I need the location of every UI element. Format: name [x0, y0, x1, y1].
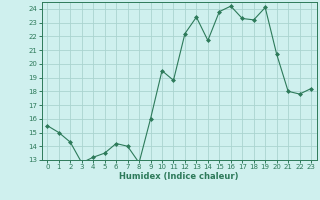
X-axis label: Humidex (Indice chaleur): Humidex (Indice chaleur) [119, 172, 239, 181]
